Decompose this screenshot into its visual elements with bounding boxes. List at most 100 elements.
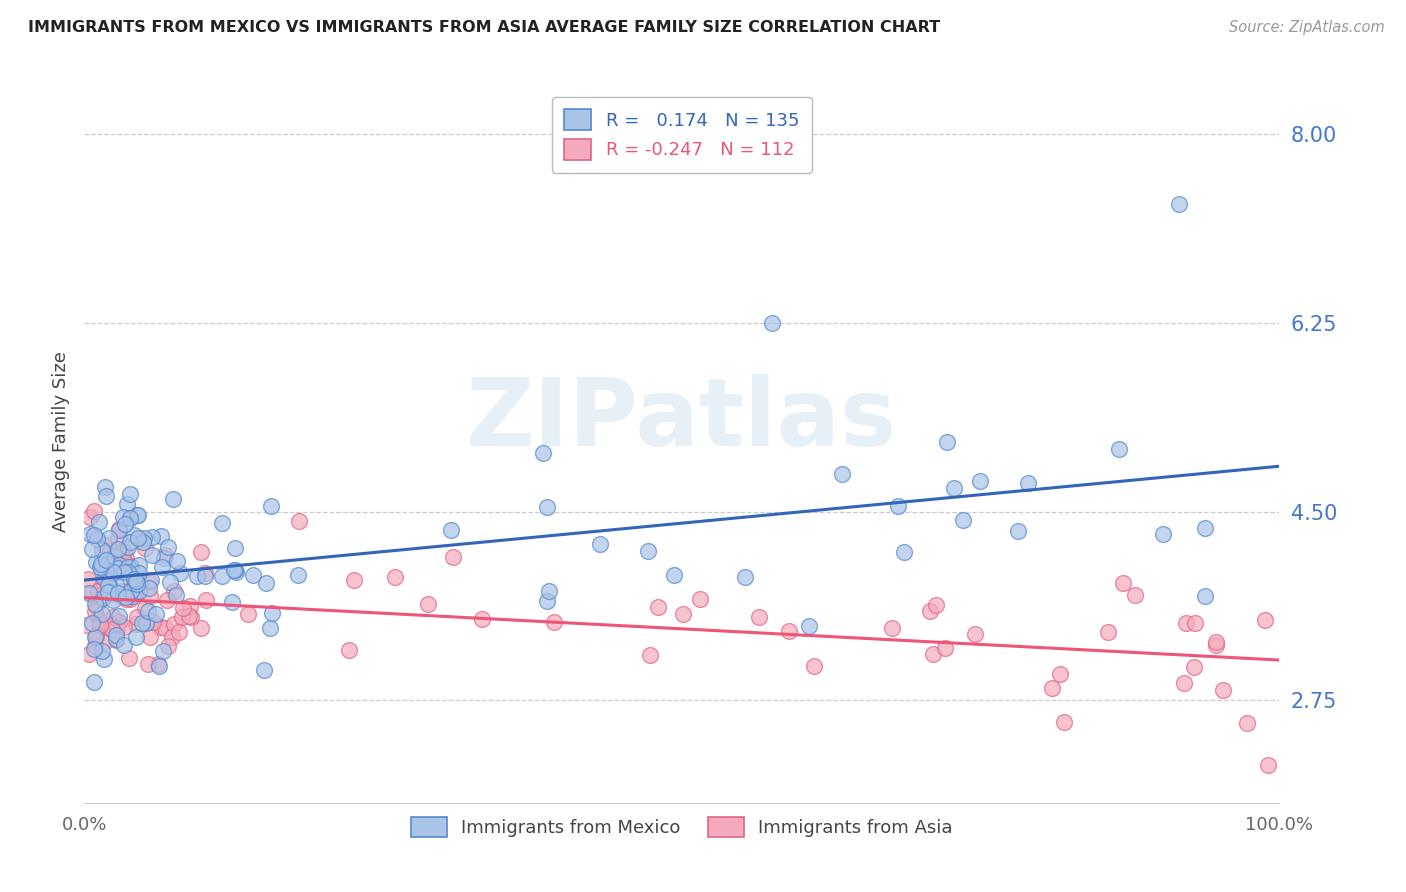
Point	[288, 514, 311, 528]
Point	[114, 592, 136, 607]
Point	[1194, 521, 1216, 535]
Point	[589, 536, 612, 550]
Point	[104, 632, 127, 647]
Point	[86, 532, 108, 546]
Point	[1236, 715, 1258, 730]
Point	[1168, 197, 1191, 211]
Point	[163, 617, 186, 632]
Point	[83, 528, 105, 542]
Point	[1017, 475, 1039, 490]
Point	[118, 511, 141, 525]
Point	[734, 570, 756, 584]
Point	[103, 559, 125, 574]
Point	[1097, 625, 1119, 640]
Point	[160, 631, 183, 645]
Y-axis label: Average Family Size: Average Family Size	[52, 351, 70, 532]
Point	[162, 492, 184, 507]
Point	[114, 591, 136, 605]
Point	[94, 489, 117, 503]
Point	[79, 527, 101, 541]
Point	[190, 621, 212, 635]
Point	[153, 548, 176, 562]
Point	[117, 651, 139, 665]
Point	[107, 531, 129, 545]
Point	[107, 523, 129, 537]
Point	[134, 601, 156, 615]
Point	[172, 610, 194, 624]
Point	[671, 607, 693, 621]
Point	[1007, 524, 1029, 539]
Point	[93, 570, 115, 584]
Point	[103, 549, 125, 564]
Point	[224, 541, 246, 555]
Point	[125, 576, 148, 591]
Point	[139, 590, 162, 604]
Point	[141, 573, 163, 587]
Point	[98, 584, 121, 599]
Point	[97, 531, 120, 545]
Point	[138, 582, 160, 596]
Point	[190, 544, 212, 558]
Point	[969, 475, 991, 489]
Point	[146, 657, 169, 671]
Point	[125, 574, 148, 589]
Point	[112, 510, 135, 524]
Point	[98, 578, 121, 592]
Point	[127, 610, 149, 624]
Point	[122, 528, 145, 542]
Text: ZIPatlas: ZIPatlas	[467, 374, 897, 466]
Point	[471, 612, 494, 626]
Point	[89, 618, 111, 632]
Point	[211, 516, 233, 530]
Point	[89, 515, 111, 529]
Point	[156, 593, 179, 607]
Point	[152, 643, 174, 657]
Point	[416, 597, 439, 611]
Point	[640, 648, 662, 662]
Point	[77, 572, 100, 586]
Point	[965, 626, 987, 640]
Point	[97, 585, 120, 599]
Point	[112, 554, 135, 568]
Point	[114, 517, 136, 532]
Point	[177, 608, 200, 623]
Point	[1257, 758, 1279, 772]
Point	[107, 541, 129, 556]
Point	[943, 481, 966, 495]
Point	[441, 550, 464, 565]
Point	[114, 565, 136, 579]
Point	[1112, 575, 1135, 590]
Point	[172, 601, 194, 615]
Point	[105, 577, 128, 591]
Point	[162, 583, 184, 598]
Point	[94, 480, 117, 494]
Point	[194, 593, 217, 607]
Point	[778, 624, 800, 638]
Point	[79, 509, 101, 524]
Point	[148, 658, 170, 673]
Point	[1049, 667, 1071, 681]
Point	[194, 566, 217, 581]
Point	[127, 531, 149, 545]
Point	[224, 563, 246, 577]
Point	[120, 584, 142, 599]
Point	[543, 615, 565, 630]
Point	[1205, 634, 1227, 648]
Point	[920, 604, 942, 618]
Point	[1205, 638, 1227, 652]
Point	[253, 663, 276, 677]
Point	[1173, 675, 1195, 690]
Point	[211, 569, 233, 583]
Point	[90, 644, 112, 658]
Point	[91, 589, 114, 603]
Point	[935, 434, 957, 449]
Point	[128, 558, 150, 573]
Point	[537, 583, 560, 598]
Point	[110, 543, 132, 558]
Point	[887, 499, 910, 513]
Point	[127, 508, 149, 522]
Point	[637, 544, 659, 558]
Point	[157, 639, 180, 653]
Point	[222, 564, 245, 578]
Point	[259, 621, 281, 635]
